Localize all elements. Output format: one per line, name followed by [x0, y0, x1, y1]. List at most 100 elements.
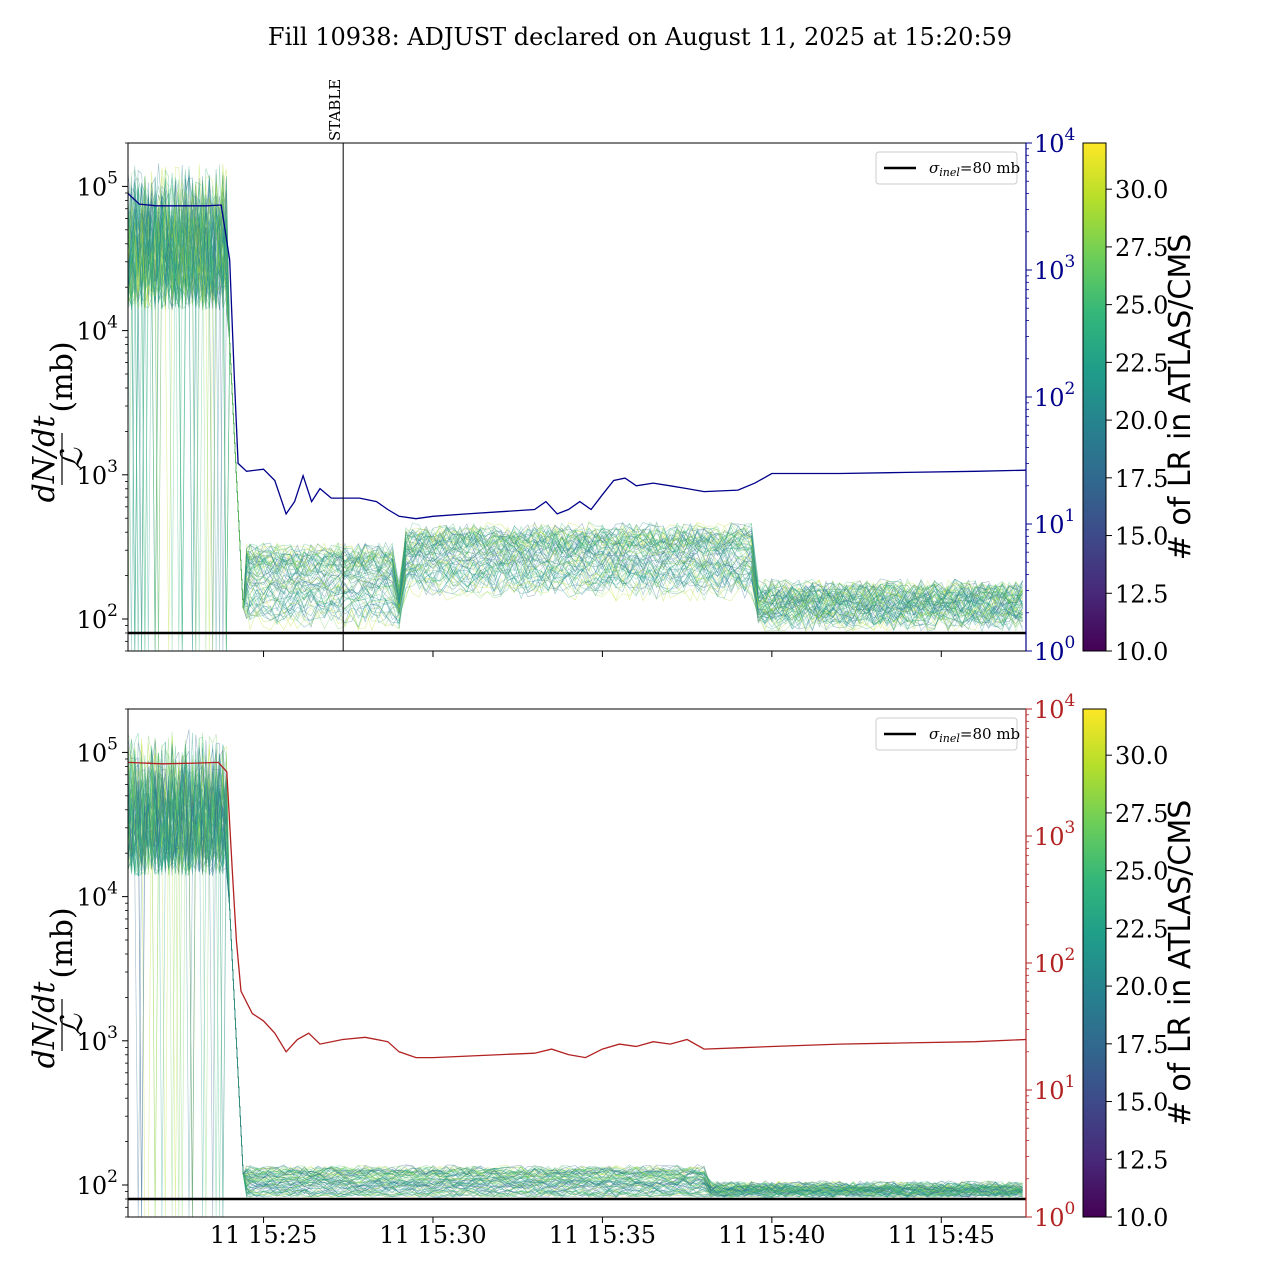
- lr-ensemble-line: [128, 792, 1023, 1198]
- right-tick-base: 10: [1034, 1204, 1065, 1232]
- lr-ensemble-line: [128, 175, 1023, 609]
- lr-ensemble-line: [128, 787, 1023, 1198]
- colorbar-tick-label: 12.5: [1115, 580, 1168, 608]
- lr-ensemble-line: [128, 214, 1023, 651]
- lr-ensemble-line: [128, 169, 1023, 609]
- right-tick-exp: 2: [1065, 945, 1076, 965]
- colorbar-tick-label: 22.5: [1115, 915, 1168, 943]
- legend-sigma: σ: [929, 725, 940, 743]
- lr-ensemble-line: [128, 186, 1023, 651]
- lr-ensemble-line: [128, 787, 1023, 1198]
- right-tick-exp: 2: [1065, 379, 1076, 399]
- lr-ensemble-line: [128, 737, 1023, 1217]
- y-tick-exp: 3: [107, 457, 118, 477]
- y-axis-label-num: dN/dt: [27, 415, 62, 503]
- right-tick-label: 102: [1034, 945, 1075, 978]
- y-tick-label: 104: [77, 879, 118, 912]
- lr-ensemble-line: [128, 767, 1023, 1196]
- lr-ensemble-line: [128, 199, 1023, 651]
- lr-ensemble-line: [128, 738, 1023, 1192]
- lr-ensemble-line: [128, 771, 1023, 1198]
- lr-ensemble-line: [128, 786, 1023, 1198]
- colorbar-label: # of LR in ATLAS/CMS: [1163, 234, 1198, 561]
- right-tick-base: 10: [1034, 823, 1065, 851]
- y-tick-exp: 5: [107, 168, 118, 188]
- lr-ensemble-line: [128, 731, 1023, 1191]
- lr-ensemble-line: [128, 783, 1023, 1198]
- colorbar-tick-label: 27.5: [1115, 234, 1168, 262]
- lr-ensemble-line: [128, 176, 1023, 610]
- lr-ensemble-line: [128, 181, 1023, 613]
- lr-ensemble-line: [128, 208, 1023, 625]
- stable-marker-label: STABLE: [326, 79, 344, 141]
- lr-ensemble-line: [128, 188, 1023, 616]
- y-tick-exp: 3: [107, 1023, 118, 1043]
- right-tick-label: 103: [1034, 252, 1075, 285]
- lr-ensemble-line: [128, 770, 1023, 1198]
- y-tick-exp: 2: [107, 1167, 118, 1187]
- y-axis-label: dN/dtℒ (mb): [27, 341, 90, 502]
- right-tick-base: 10: [1034, 950, 1065, 978]
- lr-ensemble-line: [128, 767, 1023, 1196]
- lr-ensemble-line: [128, 770, 1023, 1217]
- colorbar-tick-label: 10.0: [1115, 1204, 1168, 1232]
- right-tick-label: 101: [1034, 1072, 1075, 1105]
- colorbar-tick-label: 30.0: [1115, 742, 1168, 770]
- legend-sigma: σ: [929, 159, 940, 177]
- lr-ensemble-line: [128, 768, 1023, 1198]
- lr-ensemble-line: [128, 186, 1023, 610]
- colorbar-tick-label: 25.0: [1115, 292, 1168, 320]
- lr-ensemble-line: [128, 732, 1023, 1217]
- lr-ensemble-line: [128, 210, 1023, 651]
- lr-ensemble-line: [128, 741, 1023, 1217]
- lr-ensemble-line: [128, 762, 1023, 1197]
- lr-ensemble-line: [128, 198, 1023, 621]
- lr-ensemble-line: [128, 744, 1023, 1194]
- y-tick-base: 10: [77, 462, 108, 490]
- lr-ensemble-line: [128, 193, 1023, 651]
- x-tick-label: 11 15:25: [210, 1221, 317, 1249]
- y-tick-base: 10: [77, 739, 108, 767]
- lr-ensemble-line: [128, 760, 1023, 1196]
- lr-ensemble-line: [128, 205, 1023, 625]
- y-tick-exp: 4: [107, 313, 118, 333]
- lr-ensemble-line: [128, 168, 1023, 609]
- y-tick-label: 103: [77, 1023, 118, 1056]
- right-tick-base: 10: [1034, 384, 1065, 412]
- lr-ensemble-line: [128, 785, 1023, 1217]
- lr-ensemble-line: [128, 742, 1023, 1217]
- y-axis-label-num: dN/dt: [27, 981, 62, 1069]
- legend-box: [875, 151, 1018, 185]
- lr-ensemble-line: [128, 768, 1023, 1197]
- lr-ensemble-line: [128, 745, 1023, 1217]
- x-tick-label: 11 15:30: [379, 1221, 486, 1249]
- x-tick-label: 11 15:45: [888, 1221, 995, 1249]
- right-tick-label: 102: [1034, 379, 1075, 412]
- colorbar: 10.0 12.5 15.0 17.5 20.0 22.5 25.0 27.5 30.0 # of…: [1082, 708, 1198, 1232]
- lr-ensemble-line: [128, 753, 1023, 1193]
- right-tick-label: 104: [1034, 125, 1075, 158]
- lr-ensemble-line: [128, 735, 1023, 1217]
- y-axis-label-den: ℒ: [55, 447, 90, 470]
- right-tick-exp: 4: [1065, 125, 1076, 145]
- lr-ensemble-line: [128, 206, 1023, 624]
- lr-ensemble-line: [128, 197, 1023, 651]
- lr-ensemble-line: [128, 786, 1023, 1198]
- lr-ensemble-line: [128, 189, 1023, 617]
- lr-ensemble-line: [128, 783, 1023, 1199]
- y-tick-label: 105: [77, 168, 118, 201]
- y-tick-exp: 4: [107, 879, 118, 899]
- colorbar-tick-label: 15.0: [1115, 523, 1168, 551]
- right-tick-base: 10: [1034, 130, 1065, 158]
- lr-ensemble-line: [128, 205, 1023, 627]
- colorbar-tick-label: 22.5: [1115, 349, 1168, 377]
- y-tick-base: 10: [77, 1028, 108, 1056]
- y-tick-base: 10: [77, 884, 108, 912]
- colorbar-gradient: [1082, 708, 1107, 1218]
- lr-ensemble-line: [128, 176, 1023, 609]
- right-tick-label: 103: [1034, 818, 1075, 851]
- lr-ensemble-line: [128, 199, 1023, 619]
- lr-ensemble-line: [128, 212, 1023, 627]
